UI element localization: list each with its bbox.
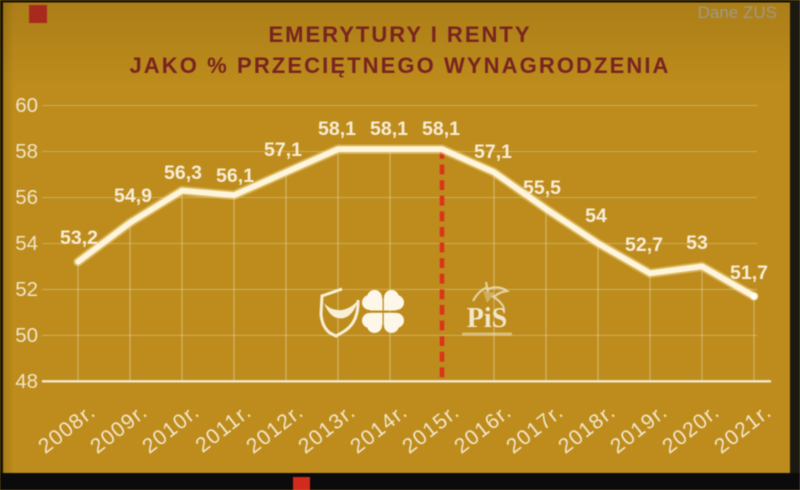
svg-text:57,1: 57,1 [264, 139, 302, 161]
svg-text:JAKO % PRZECIĘTNEGO WYNAGRODZE: JAKO % PRZECIĘTNEGO WYNAGRODZENIA [129, 53, 670, 78]
svg-text:51,7: 51,7 [730, 262, 768, 284]
svg-text:50: 50 [15, 324, 38, 347]
svg-text:Dane ZUS: Dane ZUS [698, 3, 777, 22]
svg-text:54,9: 54,9 [114, 185, 152, 207]
svg-text:52,7: 52,7 [625, 234, 663, 256]
svg-text:48: 48 [15, 370, 38, 393]
svg-text:58,1: 58,1 [318, 118, 356, 140]
svg-text:55,5: 55,5 [523, 177, 561, 199]
svg-text:58: 58 [15, 140, 38, 163]
svg-text:54: 54 [15, 232, 38, 255]
svg-text:54: 54 [585, 205, 607, 227]
svg-text:PiS: PiS [467, 303, 507, 334]
svg-text:56,3: 56,3 [164, 162, 202, 184]
svg-text:53,2: 53,2 [60, 227, 98, 249]
svg-text:52: 52 [15, 278, 38, 301]
svg-text:57,1: 57,1 [474, 141, 512, 163]
svg-text:53: 53 [686, 232, 708, 254]
svg-text:56,1: 56,1 [216, 165, 254, 187]
svg-text:56: 56 [15, 186, 38, 209]
svg-text:58,1: 58,1 [422, 118, 460, 140]
svg-text:60: 60 [15, 94, 38, 117]
svg-text:58,1: 58,1 [370, 118, 408, 140]
svg-text:EMERYTURY I RENTY: EMERYTURY I RENTY [269, 22, 532, 47]
